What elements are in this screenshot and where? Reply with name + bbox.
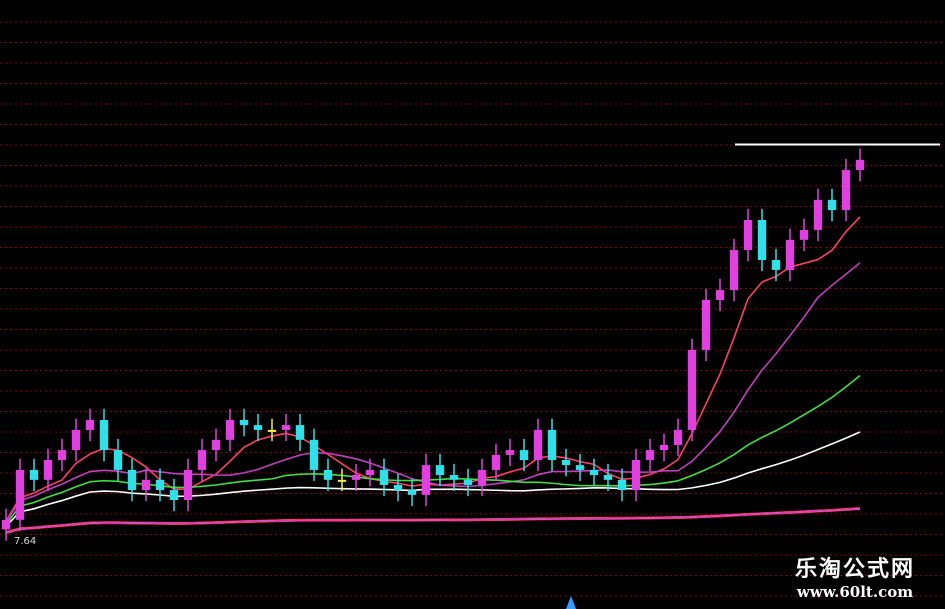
candle-body <box>127 469 137 491</box>
candle-body <box>673 429 683 445</box>
watermark: 乐淘公式网 www.60lt.com <box>795 551 915 601</box>
candle-body <box>841 170 851 211</box>
candle-body <box>155 479 165 491</box>
candle-body <box>547 429 557 460</box>
candle-body <box>701 300 711 350</box>
candle-body <box>1 519 11 530</box>
candle-body <box>379 469 389 485</box>
candle-body <box>253 425 263 430</box>
ma-line-10 <box>5 262 861 523</box>
grid <box>0 21 945 597</box>
candle-body <box>743 220 753 251</box>
candle-body <box>729 250 739 291</box>
candle-body <box>15 469 25 520</box>
candle-body <box>393 484 403 491</box>
candle-body <box>337 479 347 482</box>
candle-body <box>29 469 39 480</box>
candle-body <box>211 439 221 451</box>
candle-body <box>71 429 81 451</box>
candle-body <box>281 425 291 430</box>
candle-body <box>365 469 375 476</box>
candles <box>1 148 865 541</box>
candle-body <box>43 460 53 480</box>
candle-body <box>183 469 193 500</box>
candle-body <box>771 260 781 270</box>
candle-body <box>99 420 109 451</box>
candle-body <box>659 444 669 451</box>
candle-body <box>323 469 333 480</box>
candle-body <box>589 469 599 476</box>
candle-body <box>57 450 67 460</box>
candle-body <box>687 349 697 430</box>
candle-body <box>855 159 865 171</box>
candle-body <box>813 199 823 230</box>
candle-body <box>463 479 473 485</box>
candle-body <box>533 429 543 460</box>
candle-body <box>505 450 515 455</box>
candle-body <box>239 420 249 426</box>
low-price-label: 7.64 <box>14 536 37 547</box>
candle-body <box>757 220 767 260</box>
candle-body <box>85 420 95 430</box>
watermark-title: 乐淘公式网 <box>794 557 915 582</box>
candle-body <box>197 450 207 470</box>
arrow-up-icon <box>566 596 576 609</box>
candle-body <box>631 460 641 491</box>
candle-body <box>267 429 277 432</box>
candle-body <box>421 465 431 495</box>
candle-body <box>435 465 445 476</box>
candle-body <box>169 490 179 500</box>
candle-body <box>449 475 459 480</box>
candle-body <box>603 475 613 480</box>
candle-body <box>519 450 529 460</box>
candle-body <box>351 475 361 480</box>
candle-body <box>715 290 725 300</box>
candle-body <box>575 465 585 470</box>
ma-line-30 <box>5 431 861 527</box>
annotations <box>566 143 940 609</box>
ma-line-5 <box>5 216 861 522</box>
candle-body <box>407 490 417 495</box>
candle-body <box>827 199 837 211</box>
candle-body <box>785 239 795 270</box>
candle-body <box>113 450 123 470</box>
ma-line-250 <box>5 508 861 534</box>
candle-body <box>225 420 235 440</box>
candle-body <box>295 425 305 440</box>
watermark-url: www.60lt.com <box>796 583 914 601</box>
candle-body <box>645 450 655 460</box>
candle-body <box>799 229 809 240</box>
candle-body <box>561 460 571 466</box>
candle-body <box>477 469 487 485</box>
candle-body <box>141 479 151 491</box>
candle-body <box>491 454 501 470</box>
ma-line-20 <box>5 374 861 525</box>
candle-body <box>617 479 627 491</box>
candle-body <box>309 439 319 470</box>
